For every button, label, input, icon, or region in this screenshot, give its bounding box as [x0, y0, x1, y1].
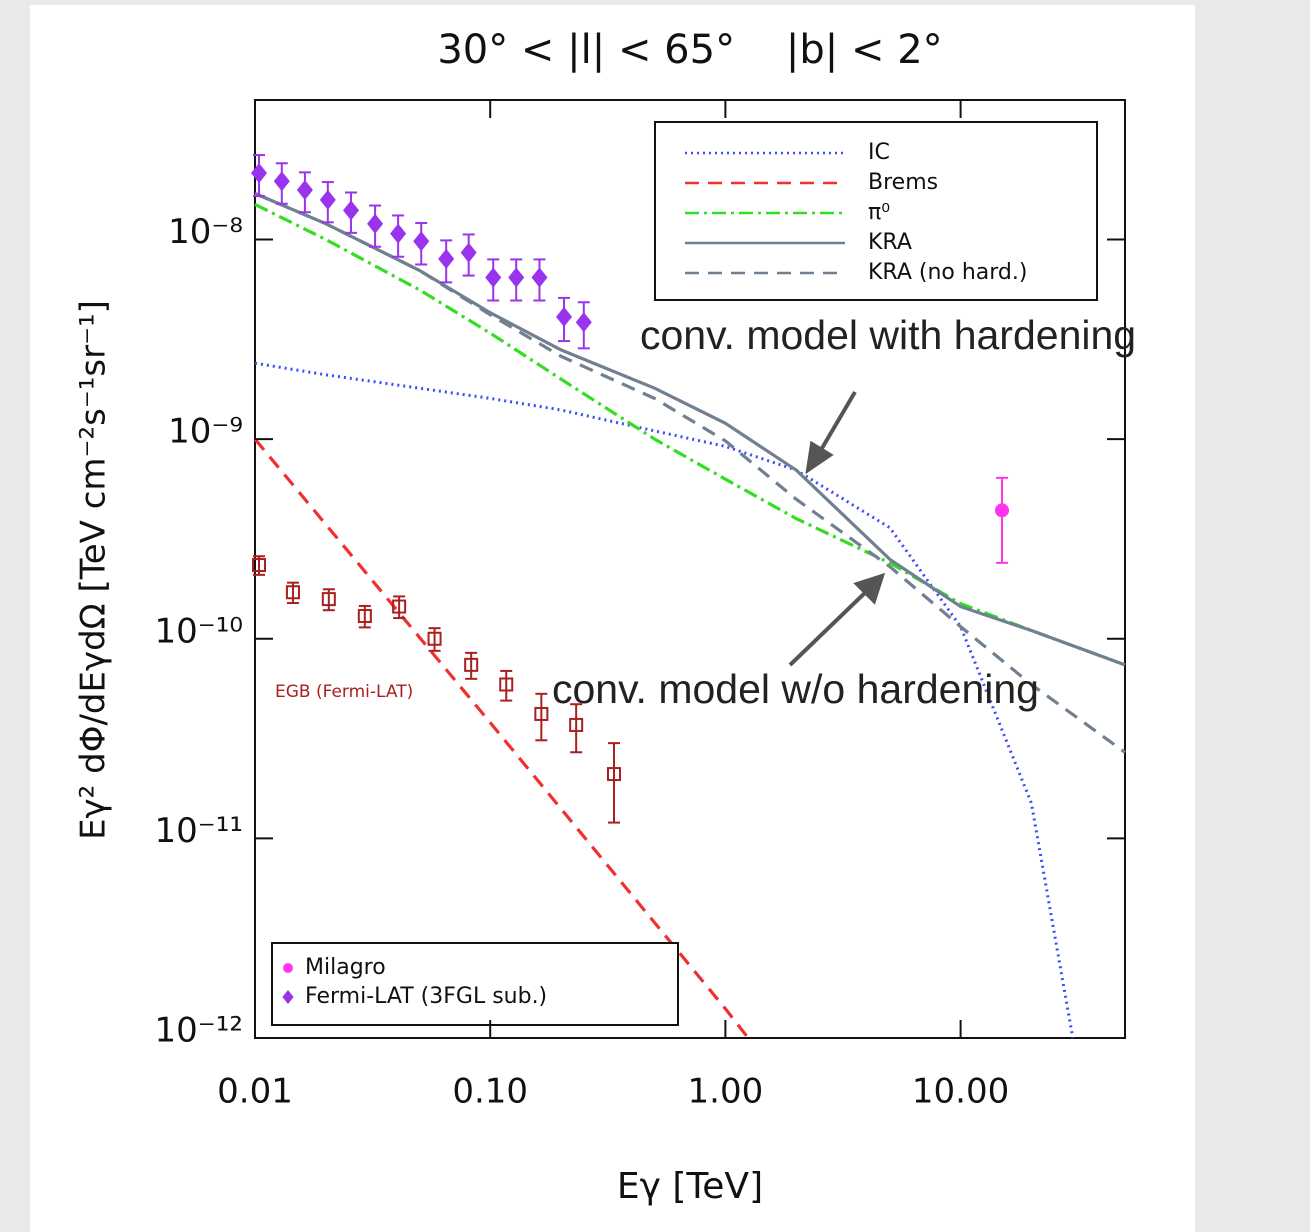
legend-label: IC: [868, 140, 890, 165]
x-tick-label: 0.01: [217, 1072, 293, 1112]
chart-title: 30° < |l| < 65° |b| < 2°: [437, 27, 942, 73]
x-tick-label: 10.00: [912, 1072, 1009, 1112]
legend-label: Brems: [868, 170, 938, 195]
legend-box: [271, 942, 679, 1026]
legend-label: Milagro: [305, 955, 386, 980]
annotation: conv. model w/o hardening: [552, 666, 1039, 712]
y-tick-label: 10⁻⁹: [168, 412, 243, 452]
arrow-head: [805, 440, 834, 475]
marker: [575, 312, 592, 333]
marker: [499, 677, 514, 692]
marker: [485, 267, 502, 288]
marker: [390, 223, 407, 244]
line-series: [254, 361, 1075, 1039]
arrows: [788, 390, 886, 667]
marker: [357, 609, 372, 624]
marker: [427, 631, 442, 646]
y-tick-label: 10⁻¹¹: [155, 811, 243, 851]
legend-label: π⁰: [868, 200, 890, 225]
inline-series-label: EGB (Fermi-LAT): [275, 682, 413, 702]
marker: [606, 767, 621, 782]
marker: [508, 267, 525, 288]
y-tick-label: 10⁻¹⁰: [155, 611, 243, 651]
y-tick-label: 10⁻¹²: [155, 1011, 243, 1051]
marker: [252, 558, 267, 573]
marker: [534, 706, 549, 721]
legend-label: KRA: [868, 230, 912, 255]
x-tick-label: 0.10: [452, 1072, 528, 1112]
marker: [556, 306, 573, 327]
annotation: conv. model with hardening: [640, 312, 1136, 358]
legend-label: KRA (no hard.): [868, 260, 1027, 285]
marker: [438, 248, 455, 269]
marker: [569, 717, 584, 732]
x-tick-label: 1.00: [688, 1072, 764, 1112]
marker: [392, 599, 407, 614]
marker: [464, 657, 479, 672]
legend-box: [654, 121, 1098, 301]
line-series: [254, 192, 1126, 754]
arrow: [816, 390, 857, 457]
marker: [367, 213, 384, 234]
marker: [460, 242, 477, 263]
marker: [531, 267, 548, 288]
marker: [273, 171, 290, 192]
marker: [321, 592, 336, 607]
marker: [296, 180, 313, 201]
marker: [995, 503, 1010, 518]
marker: [251, 163, 268, 184]
line-series: [253, 438, 750, 1039]
marker: [413, 231, 430, 252]
legend-label: Fermi-LAT (3FGL sub.): [305, 984, 547, 1009]
legend-swatch: [282, 990, 294, 1004]
marker: [285, 585, 300, 600]
line-series: [254, 202, 1126, 667]
legend-swatch: [283, 963, 293, 973]
y-axis-label: Eγ² dΦ/dEγdΩ [TeV cm⁻²s⁻¹sr⁻¹]: [74, 300, 114, 840]
arrow: [788, 586, 872, 667]
arrow-head: [853, 572, 886, 605]
marker: [343, 200, 360, 221]
marker: [319, 189, 336, 210]
y-tick-label: 10⁻⁸: [168, 212, 243, 252]
x-axis-label: Eγ [TeV]: [617, 1166, 763, 1207]
plot-frame: [254, 99, 1126, 1039]
